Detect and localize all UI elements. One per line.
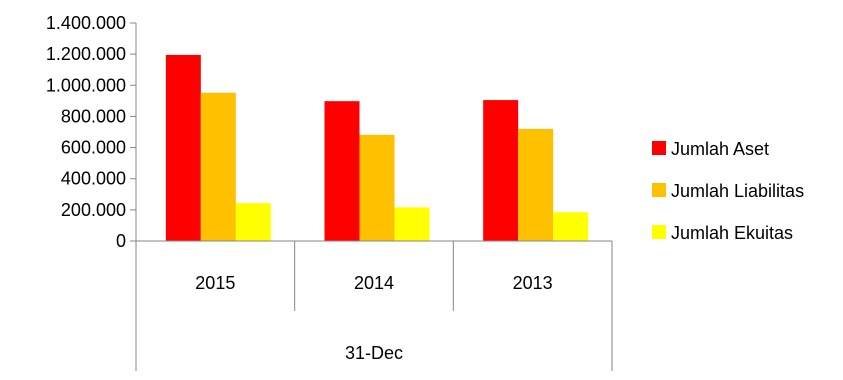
bar-jumlah-liabilitas-2014 <box>359 134 395 241</box>
bar-jumlah-aset-2013 <box>483 100 519 241</box>
x-category-label: 2015 <box>195 273 235 293</box>
y-tick-label: 0 <box>116 231 126 251</box>
bar-jumlah-liabilitas-2015 <box>200 92 236 241</box>
legend-label: Jumlah Aset <box>671 139 769 159</box>
bar-jumlah-aset-2015 <box>165 54 201 241</box>
y-tick-label: 400.000 <box>61 169 126 189</box>
x-axis: 2015 2014 2013 31-Dec <box>135 240 613 371</box>
x-category-label: 2014 <box>354 273 394 293</box>
bar-jumlah-ekuitas-2015 <box>235 203 271 241</box>
legend-swatch-jumlah-liabilitas <box>652 183 666 197</box>
bar-jumlah-ekuitas-2013 <box>553 212 589 241</box>
bar-jumlah-aset-2014 <box>324 101 360 241</box>
y-tick-label: 1.000.000 <box>46 75 126 95</box>
legend: Jumlah Aset Jumlah Liabilitas Jumlah Ekuit… <box>652 139 804 243</box>
x-group-label: 31-Dec <box>345 343 403 363</box>
y-tick-label: 200.000 <box>61 200 126 220</box>
x-category-label: 2013 <box>513 273 553 293</box>
y-tick-label: 1.200.000 <box>46 44 126 64</box>
legend-label: Jumlah Liabilitas <box>671 181 804 201</box>
legend-label: Jumlah Ekuitas <box>671 223 793 243</box>
bars <box>165 54 589 241</box>
legend-swatch-jumlah-ekuitas <box>652 225 666 239</box>
y-axis: 0 200.000 400.000 600.000 800.000 1.000.000 1.… <box>46 13 137 251</box>
y-tick-label: 600.000 <box>61 138 126 158</box>
y-tick-label: 1.400.000 <box>46 13 126 33</box>
bar-jumlah-liabilitas-2013 <box>518 128 554 241</box>
bar-jumlah-ekuitas-2014 <box>394 207 430 241</box>
legend-swatch-jumlah-aset <box>652 141 666 155</box>
y-tick-label: 800.000 <box>61 106 126 126</box>
